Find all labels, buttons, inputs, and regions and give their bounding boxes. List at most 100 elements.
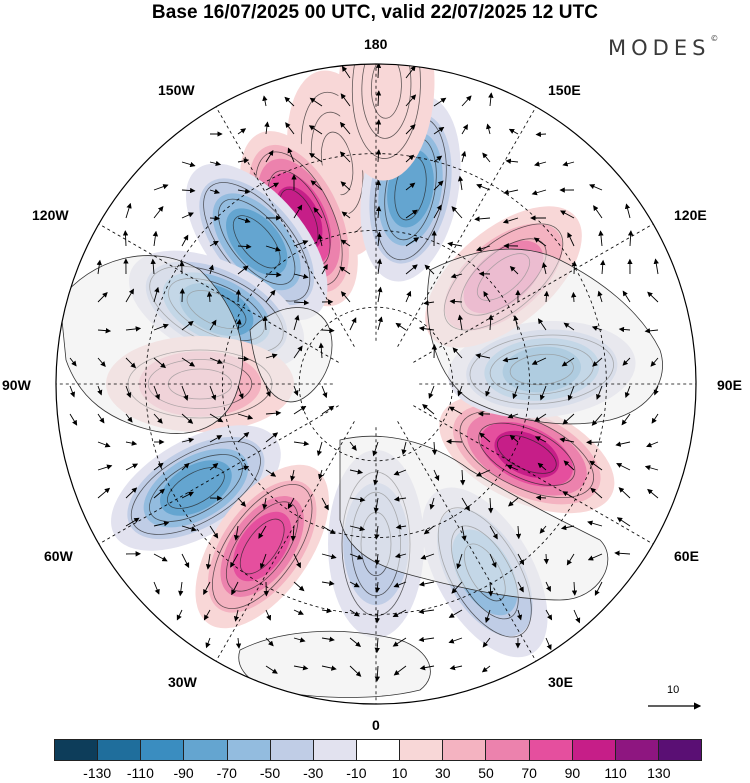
wind-vector — [433, 469, 440, 482]
wind-vector — [644, 328, 659, 334]
color-swatch — [658, 740, 702, 760]
wind-vector — [423, 300, 435, 306]
wind-vector — [590, 487, 603, 499]
wind-vector — [405, 94, 417, 107]
color-scale-label: 90 — [564, 765, 581, 781]
wind-vector — [209, 435, 223, 443]
wind-vector — [461, 95, 472, 107]
wind-vector — [341, 211, 351, 219]
wind-vector — [293, 345, 303, 359]
color-scale-label: 70 — [521, 765, 537, 781]
wind-vector — [150, 258, 156, 275]
wind-vector — [309, 97, 323, 107]
wind-vector — [153, 323, 169, 331]
color-swatch — [400, 740, 444, 760]
color-scale-label: -10 — [346, 765, 367, 781]
wind-vector — [566, 553, 575, 566]
wind-vector — [509, 265, 519, 275]
wind-vector — [209, 463, 219, 471]
wind-vector — [475, 353, 491, 359]
wind-vector — [545, 609, 553, 621]
brand-name: MODES — [608, 36, 711, 60]
wind-vector — [237, 356, 250, 362]
wind-vector — [208, 264, 214, 275]
wind-vector — [122, 230, 129, 247]
wind-vector — [461, 497, 470, 512]
anomaly-center — [195, 464, 329, 629]
wind-vector — [321, 607, 332, 614]
wind-vector — [321, 497, 329, 511]
wind-vector — [393, 665, 407, 676]
color-swatch — [184, 740, 228, 760]
wind-vector — [418, 325, 435, 332]
wind-vector — [349, 469, 364, 475]
lon-label-120e: 120E — [674, 207, 707, 223]
color-scale-label: 110 — [604, 765, 627, 781]
wind-vector — [508, 497, 519, 507]
wind-vector — [505, 158, 519, 164]
wind-vector — [476, 183, 491, 191]
wind-vector — [237, 217, 251, 223]
wind-vector — [153, 462, 164, 471]
wind-vector — [563, 460, 575, 471]
wind-vector — [209, 319, 217, 331]
wind-vector — [429, 497, 435, 510]
wind-vector — [209, 188, 220, 195]
wind-vector — [374, 609, 381, 624]
wind-vector — [457, 385, 463, 397]
wind-vector — [489, 525, 498, 540]
wind-vector — [646, 441, 659, 448]
color-swatch — [227, 740, 271, 760]
wind-vector — [418, 636, 435, 643]
wind-vector — [264, 121, 270, 135]
wind-vector — [153, 553, 168, 562]
wind-vector — [481, 665, 491, 673]
wind-vector — [615, 441, 631, 447]
wind-vector — [489, 553, 497, 568]
wind-vector — [485, 385, 491, 397]
anomaly-center — [439, 395, 615, 514]
wind-vector — [487, 581, 494, 597]
wind-vector — [181, 161, 196, 168]
wind-vector — [373, 469, 379, 486]
wind-vector — [152, 230, 159, 247]
wind-vector — [395, 322, 407, 331]
wind-vector — [452, 347, 463, 359]
wind-vector — [237, 265, 249, 275]
wind-vector — [418, 608, 435, 615]
wind-vector — [205, 637, 211, 649]
wind-vector — [592, 357, 603, 367]
wind-vector — [405, 65, 416, 79]
wind-vector — [507, 413, 519, 419]
wind-vector — [374, 581, 381, 593]
wind-vector — [616, 517, 631, 527]
wind-vector — [589, 184, 603, 191]
wind-vector — [446, 438, 463, 445]
wind-vector — [488, 92, 494, 107]
wind-vector — [394, 553, 407, 559]
wind-vector — [293, 385, 299, 396]
wind-vector — [69, 385, 75, 398]
wind-vector — [627, 230, 634, 247]
wind-vector — [374, 525, 380, 540]
wind-vector — [650, 357, 659, 367]
wind-vector — [457, 175, 464, 191]
wind-vector — [181, 385, 189, 401]
wind-vector — [614, 550, 631, 556]
wind-vector — [321, 553, 337, 560]
wind-vector — [562, 413, 575, 425]
wind-vector — [153, 184, 169, 191]
wind-vector — [375, 205, 382, 219]
wind-vector — [570, 291, 577, 303]
wind-vector — [181, 357, 196, 367]
wind-vector — [181, 525, 197, 532]
wind-vector — [405, 264, 418, 275]
modes-brand-logo: MODES© — [608, 34, 718, 60]
wind-vector — [181, 437, 195, 443]
wind-vector — [287, 147, 295, 163]
wind-vector — [125, 440, 138, 446]
wind-vector — [321, 405, 335, 415]
wind-vector — [598, 230, 604, 247]
wind-vector — [321, 385, 328, 399]
